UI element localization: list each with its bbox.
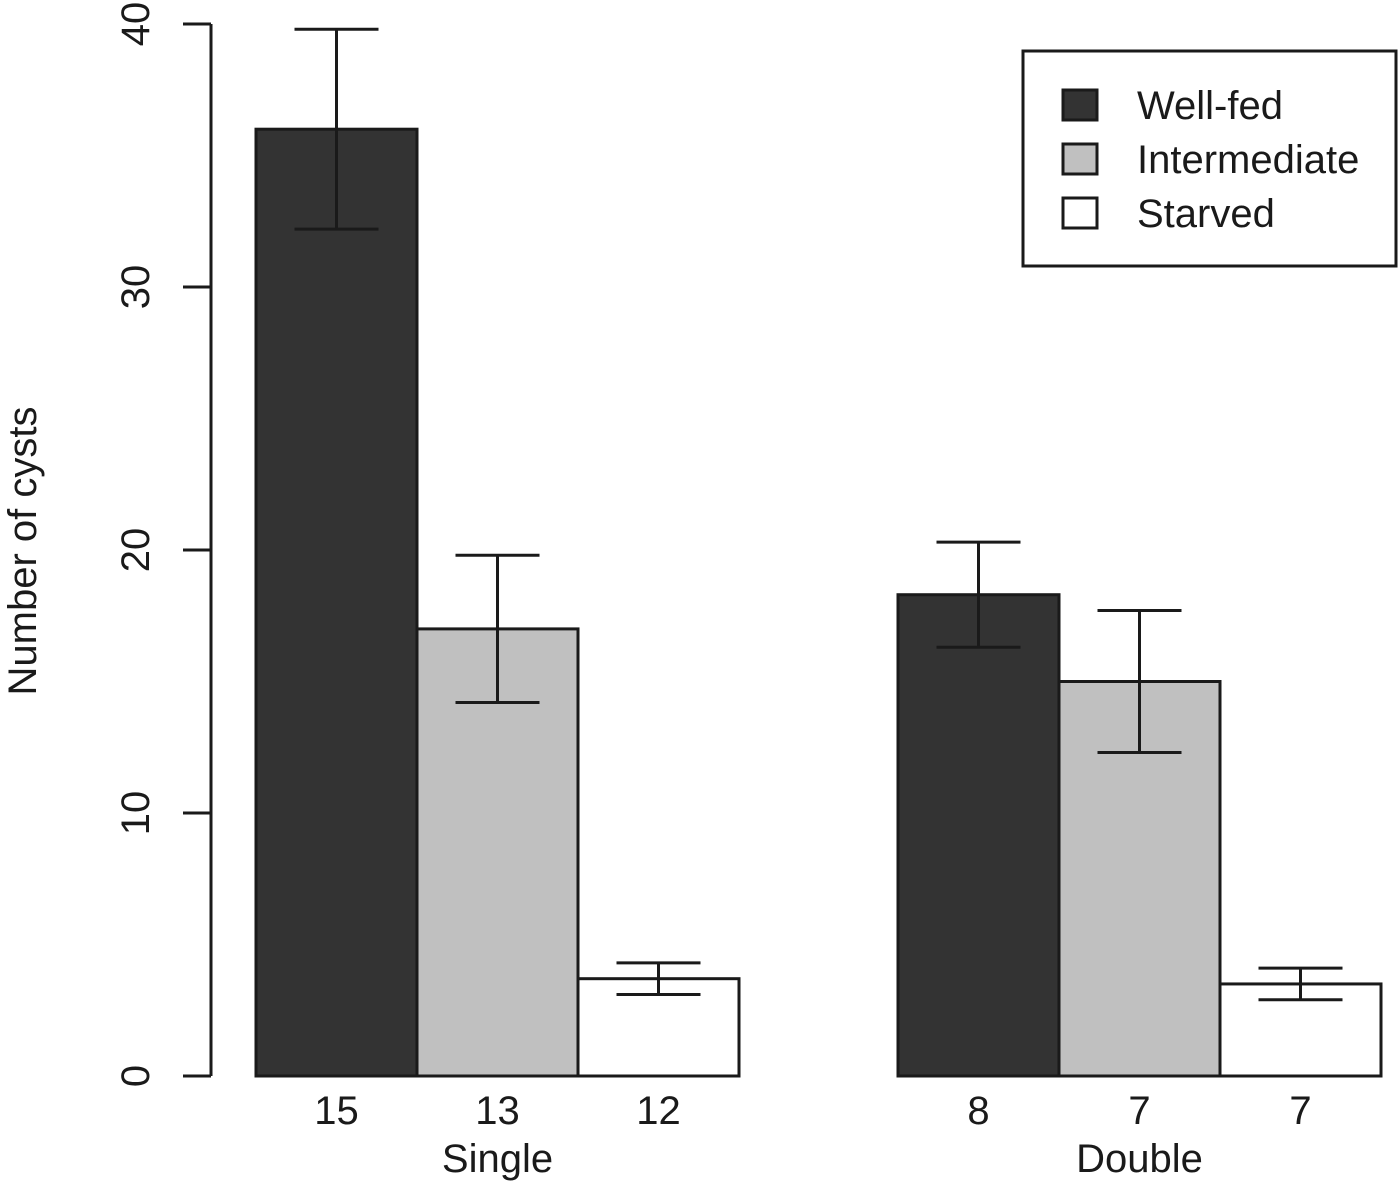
sample-size-label: 8 [967, 1089, 989, 1133]
sample-size-label: 7 [1289, 1089, 1311, 1133]
bar [896, 593, 1061, 1078]
bar [254, 127, 419, 1078]
y-tick-label: 20 [114, 528, 158, 573]
sample-size-label: 15 [314, 1089, 359, 1133]
legend-swatch [1061, 196, 1099, 230]
y-axis-title: Number of cysts [1, 407, 45, 696]
group-label: Single [442, 1137, 553, 1181]
sample-size-labels: 15 13 12 8 7 7 [314, 1089, 1311, 1133]
sample-size-label: 12 [636, 1089, 681, 1133]
sample-size-label: 13 [475, 1089, 520, 1133]
y-tick-label: 10 [114, 791, 158, 836]
legend: Well-fed Intermediate Starved [1021, 49, 1398, 268]
sample-size-label: 7 [1128, 1089, 1150, 1133]
legend-swatch [1061, 88, 1099, 122]
legend-label: Well-fed [1137, 84, 1283, 128]
y-tick-label: 30 [114, 265, 158, 310]
legend-label: Starved [1137, 192, 1275, 236]
group-label: Double [1076, 1137, 1203, 1181]
bars [254, 127, 1383, 1078]
error-bars [294, 27, 1343, 1002]
legend-swatch [1061, 142, 1099, 176]
legend-label: Intermediate [1137, 138, 1359, 182]
y-tick-label: 40 [114, 2, 158, 47]
group-labels: Single Double [442, 1137, 1203, 1181]
y-tick-label: 0 [114, 1065, 158, 1087]
y-axis: 0 10 20 30 40 [114, 2, 213, 1087]
